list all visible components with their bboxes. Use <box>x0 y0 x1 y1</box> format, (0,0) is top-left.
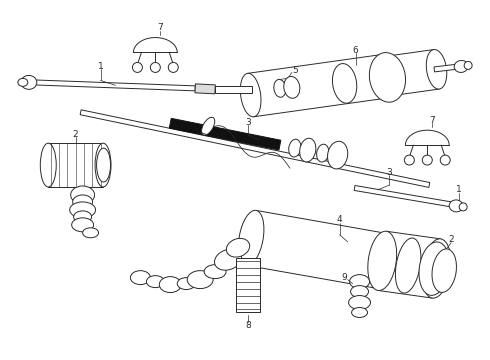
Ellipse shape <box>422 155 432 165</box>
Ellipse shape <box>72 218 94 232</box>
Ellipse shape <box>150 62 160 72</box>
Polygon shape <box>170 118 281 150</box>
Ellipse shape <box>369 53 406 102</box>
Text: 5: 5 <box>292 66 298 75</box>
Polygon shape <box>246 210 413 293</box>
Ellipse shape <box>274 80 286 97</box>
Polygon shape <box>48 143 103 187</box>
Ellipse shape <box>352 307 368 318</box>
Ellipse shape <box>289 139 301 157</box>
Polygon shape <box>80 110 430 188</box>
Polygon shape <box>354 185 455 207</box>
Ellipse shape <box>350 285 368 298</box>
Ellipse shape <box>284 76 300 98</box>
Ellipse shape <box>201 117 215 135</box>
Ellipse shape <box>464 62 472 69</box>
Ellipse shape <box>132 62 143 72</box>
Ellipse shape <box>83 228 98 238</box>
Ellipse shape <box>74 211 92 223</box>
Ellipse shape <box>226 238 250 257</box>
Ellipse shape <box>159 276 181 293</box>
Ellipse shape <box>419 242 449 295</box>
Text: 3: 3 <box>387 167 392 176</box>
Text: 2: 2 <box>448 235 454 244</box>
Ellipse shape <box>426 50 447 89</box>
Ellipse shape <box>130 271 150 285</box>
Ellipse shape <box>449 200 463 212</box>
Ellipse shape <box>168 62 178 72</box>
Ellipse shape <box>368 231 397 291</box>
Polygon shape <box>390 50 440 95</box>
Polygon shape <box>434 64 460 72</box>
Text: 8: 8 <box>245 321 251 330</box>
Text: 7: 7 <box>429 116 435 125</box>
Ellipse shape <box>18 78 28 86</box>
Ellipse shape <box>317 144 329 162</box>
Ellipse shape <box>300 138 316 162</box>
Text: 2: 2 <box>73 130 78 139</box>
Ellipse shape <box>349 275 369 289</box>
Ellipse shape <box>327 141 348 169</box>
Polygon shape <box>33 80 196 91</box>
Ellipse shape <box>215 249 242 270</box>
Polygon shape <box>247 54 392 117</box>
Polygon shape <box>236 258 260 312</box>
Ellipse shape <box>348 296 370 310</box>
Ellipse shape <box>204 265 226 279</box>
Ellipse shape <box>177 278 195 289</box>
Ellipse shape <box>240 73 261 117</box>
Text: 1: 1 <box>98 62 103 71</box>
Ellipse shape <box>432 249 457 292</box>
Ellipse shape <box>378 54 399 98</box>
Ellipse shape <box>97 148 111 182</box>
Ellipse shape <box>459 203 467 211</box>
Ellipse shape <box>454 60 468 72</box>
Polygon shape <box>195 84 215 94</box>
Polygon shape <box>378 231 441 298</box>
Text: 6: 6 <box>353 46 359 55</box>
Ellipse shape <box>422 239 451 298</box>
Ellipse shape <box>382 56 402 95</box>
Ellipse shape <box>71 186 95 204</box>
Ellipse shape <box>73 195 93 209</box>
Ellipse shape <box>440 155 450 165</box>
Ellipse shape <box>404 155 415 165</box>
Text: 9: 9 <box>342 273 347 282</box>
Ellipse shape <box>21 75 37 89</box>
Text: 7: 7 <box>157 23 163 32</box>
Ellipse shape <box>239 210 264 265</box>
Text: 4: 4 <box>337 215 343 224</box>
Ellipse shape <box>187 271 213 289</box>
Ellipse shape <box>40 143 56 187</box>
Ellipse shape <box>70 202 96 218</box>
Polygon shape <box>215 86 252 93</box>
Ellipse shape <box>395 238 421 293</box>
Ellipse shape <box>147 276 164 288</box>
Ellipse shape <box>95 143 111 187</box>
Text: 3: 3 <box>245 118 251 127</box>
Ellipse shape <box>332 64 357 103</box>
Text: 1: 1 <box>456 185 462 194</box>
